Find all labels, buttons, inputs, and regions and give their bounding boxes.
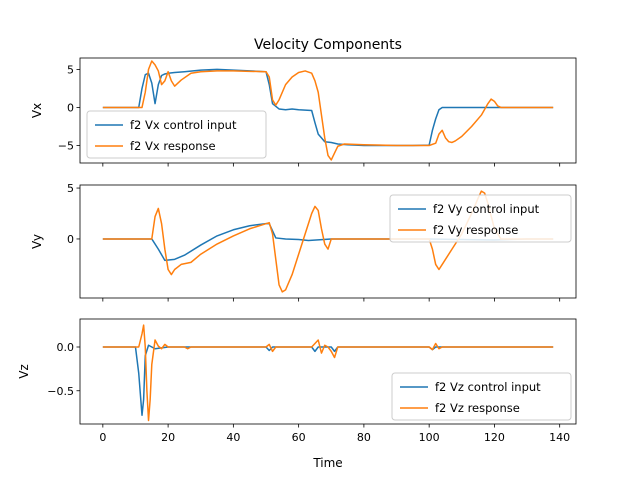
legend-entry-label: f2 Vx control input xyxy=(130,118,237,132)
x-tick-label: 80 xyxy=(357,431,371,444)
legend-box xyxy=(86,110,267,159)
series-line-control-input xyxy=(102,68,554,147)
y-tick-label: 5 xyxy=(67,63,74,76)
y-tick-label: 0 xyxy=(67,233,74,246)
x-tick-label: 100 xyxy=(419,431,440,444)
series-line-response xyxy=(102,324,554,422)
legend-entry-label: f2 Vy response xyxy=(433,223,518,237)
legend: f2 Vy control input f2 Vy response xyxy=(389,194,572,243)
x-axis-label: Time xyxy=(312,456,342,470)
axes-frame xyxy=(79,318,577,425)
x-tick-label: 0 xyxy=(99,431,106,444)
x-tick-label: 140 xyxy=(549,431,570,444)
legend: f2 Vz control input f2 Vz response xyxy=(391,372,572,421)
x-tick-label: 120 xyxy=(484,431,505,444)
y-tick-label: 5 xyxy=(67,182,74,195)
legend-entry-label: f2 Vx response xyxy=(130,139,216,153)
y-tick-label: 0 xyxy=(67,101,74,114)
subplot-3: 0 20 40 60 80 100 120 140 −0.5 0.0 Vz Time f2 Vz con… xyxy=(17,318,577,470)
y-axis-label: Vz xyxy=(17,364,31,379)
legend-entry-label: f2 Vz response xyxy=(435,401,520,415)
subplot-1: −5 0 5 Vx Velocity Components f2 Vx control i… xyxy=(30,37,577,167)
y-tick-label: −5 xyxy=(58,140,74,153)
subplot-2: 0 5 Vy f2 Vy control input f2 Vy response xyxy=(30,182,577,302)
x-tick-label: 60 xyxy=(292,431,306,444)
y-axis-label: Vx xyxy=(30,103,44,118)
legend-entry-label: f2 Vz control input xyxy=(435,380,541,394)
chart-title: Velocity Components xyxy=(254,37,402,53)
axes-frame xyxy=(79,57,577,164)
y-axis-label: Vy xyxy=(30,234,44,249)
axes-frame xyxy=(79,184,577,299)
legend-box xyxy=(391,372,572,421)
legend: f2 Vx control input f2 Vx response xyxy=(86,110,267,159)
x-tick-label: 40 xyxy=(226,431,240,444)
y-tick-label: 0.0 xyxy=(57,341,75,354)
series-line-response xyxy=(102,60,554,161)
legend-box xyxy=(389,194,572,243)
legend-entry-label: f2 Vy control input xyxy=(433,202,540,216)
x-tick-label: 20 xyxy=(161,431,175,444)
y-tick-label: −0.5 xyxy=(47,385,74,398)
